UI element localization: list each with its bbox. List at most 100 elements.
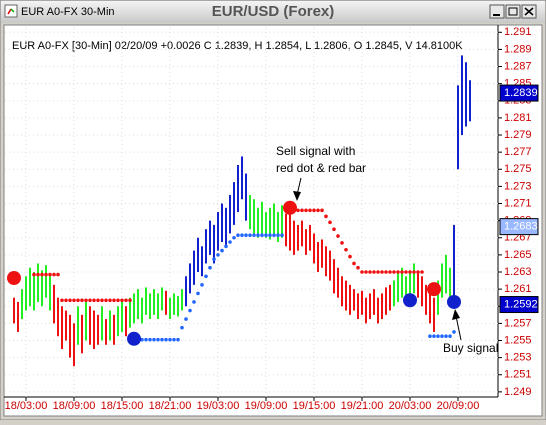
y-tick-label: 1.257: [504, 317, 532, 329]
stop-dot: [348, 254, 352, 259]
x-tick-label: 20/09:00: [437, 400, 480, 412]
stop-dot: [84, 298, 88, 303]
stop-dot: [48, 272, 52, 277]
stop-dot: [432, 334, 436, 339]
y-tick-label: 1.289: [504, 43, 532, 55]
x-tick-label: 18/09:00: [53, 400, 96, 412]
stop-dot: [148, 337, 152, 342]
stop-dot: [144, 337, 148, 342]
stop-dot: [440, 334, 444, 339]
annotation-arrow: [455, 315, 462, 341]
stop-dot: [264, 233, 268, 237]
annotation-arrowhead: [293, 191, 301, 201]
y-tick-label: 1.251: [504, 369, 532, 381]
stop-dot: [272, 233, 276, 237]
stop-dot: [380, 270, 384, 274]
stop-dot: [324, 214, 328, 219]
stop-dot: [240, 233, 244, 237]
price-box-label: 1.2683: [504, 221, 538, 233]
stop-dot: [308, 208, 312, 213]
stop-dot: [108, 298, 112, 303]
y-tick-label: 1.287: [504, 60, 532, 72]
stop-dot: [32, 272, 36, 277]
stop-dot: [156, 337, 160, 342]
close-button[interactable]: [521, 4, 537, 19]
stop-dot: [128, 298, 132, 303]
stop-dot: [152, 337, 156, 342]
signal-dot: [403, 293, 417, 308]
stop-dot: [396, 270, 400, 274]
stop-dot: [356, 265, 360, 270]
stop-dot: [400, 270, 404, 274]
y-tick-label: 1.273: [504, 180, 532, 192]
title-bar: [1, 1, 545, 23]
stop-dot: [436, 334, 440, 339]
stop-dot: [160, 337, 164, 342]
stop-dot: [384, 270, 388, 274]
stop-dot: [280, 233, 284, 237]
stop-dot: [220, 248, 224, 253]
stop-dot: [96, 298, 100, 303]
stop-dot: [268, 233, 272, 237]
stop-dot: [368, 270, 372, 274]
stop-dot: [60, 298, 64, 303]
stop-dot: [192, 300, 196, 304]
stop-dot: [68, 298, 72, 303]
stop-dot: [64, 298, 68, 303]
stop-dot: [304, 208, 308, 213]
stop-dot: [388, 270, 392, 274]
stop-dot: [312, 208, 316, 213]
x-tick-label: 18/03:00: [5, 400, 48, 412]
stop-dot: [296, 208, 300, 213]
y-tick-label: 1.279: [504, 129, 532, 141]
signal-dot: [427, 282, 441, 297]
stop-dot: [100, 298, 104, 303]
y-tick-label: 1.261: [504, 283, 532, 295]
stop-dot: [176, 337, 180, 342]
x-tick-label: 19/03:00: [197, 400, 240, 412]
stop-dot: [276, 233, 280, 237]
price-box: [499, 218, 539, 236]
stop-dot: [352, 261, 356, 266]
y-tick-label: 1.249: [504, 386, 532, 398]
maximize-button[interactable]: [505, 4, 521, 19]
stop-dot: [40, 272, 44, 277]
stop-dot: [36, 272, 40, 277]
stop-dot: [184, 317, 188, 321]
stop-dot: [172, 337, 176, 342]
stop-dot: [416, 270, 420, 274]
stop-dot: [248, 233, 252, 237]
y-tick-label: 1.277: [504, 146, 532, 158]
price-box: [499, 84, 539, 102]
stop-dot: [260, 233, 264, 237]
stop-dot: [372, 270, 376, 274]
minimize-button[interactable]: [489, 4, 505, 19]
stop-dot: [52, 272, 56, 277]
stop-dot: [428, 334, 432, 339]
y-tick-label: 1.271: [504, 197, 532, 209]
stop-dot: [224, 244, 228, 249]
stop-dot: [116, 298, 120, 303]
stop-dot: [44, 272, 48, 277]
plot: [7, 55, 471, 367]
x-tick-label: 19/21:00: [341, 400, 384, 412]
stop-dot: [316, 208, 320, 213]
signal-dot: [7, 270, 21, 285]
y-tick-label: 1.265: [504, 249, 532, 261]
stop-dot: [76, 298, 80, 303]
y-tick-label: 1.281: [504, 112, 532, 124]
stop-dot: [448, 334, 452, 339]
stop-dot: [392, 270, 396, 274]
price-box: [499, 296, 539, 314]
stop-dot: [376, 270, 380, 274]
annotation-text: Buy signal: [443, 341, 498, 355]
quote-info: EUR A0-FX [30-Min] 02/20/09 +0.0026 C 1.…: [12, 40, 463, 52]
y-tick-label: 1.255: [504, 334, 532, 346]
sell-annotation: Sell signal with red dot & red bar: [276, 144, 366, 201]
stop-dot: [344, 247, 348, 252]
price-box-label: 1.2592: [504, 298, 538, 310]
stop-dot: [196, 291, 200, 296]
stop-dot: [72, 298, 76, 303]
